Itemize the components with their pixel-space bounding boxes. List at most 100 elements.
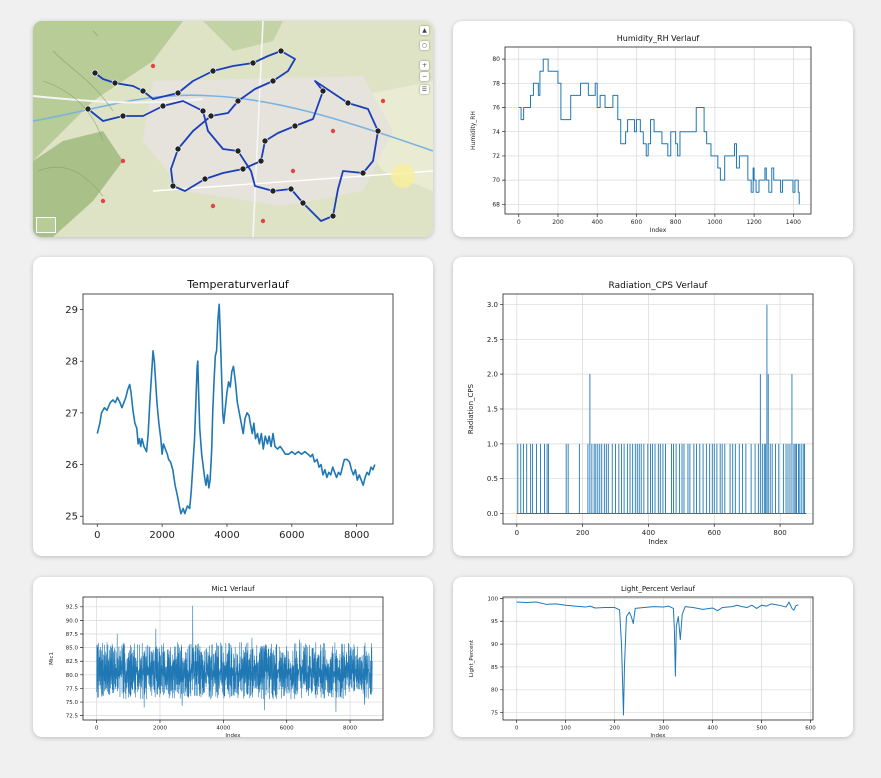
x-tick-label: 4000 (216, 726, 230, 732)
y-tick-label: 70 (492, 177, 500, 184)
y-tick-label: 3.0 (487, 301, 498, 309)
route-map[interactable] (33, 21, 433, 237)
radiation-chart: 0 200 400 600 800 0.0 0.5 1.0 1.5 2.0 2.5 3.0 Radiat… (467, 281, 814, 546)
x-tick-label: 800 (773, 529, 786, 537)
x-tick-label: 400 (591, 219, 603, 226)
y-tick-label: 90 (491, 642, 498, 648)
route-line (87, 50, 379, 222)
y-tick-label: 100 (488, 596, 499, 602)
x-tick-label: 1400 (786, 219, 801, 226)
y-tick-label: 68 (492, 201, 500, 208)
temperature-card: 0 2000 4000 6000 8000 25 26 27 28 29 Temperaturver… (33, 257, 433, 556)
mic-chart: 0 2000 4000 6000 8000 72.5 75.0 77.5 80.0 82.5 85.… (49, 585, 384, 737)
y-tick-label: 72.5 (66, 714, 79, 720)
light-card: 0 100 200 300 400 500 600 75 80 85 90 95 100 Light_Pe… (453, 577, 853, 737)
x-tick-label: 8000 (343, 726, 357, 732)
x-tick-label: 800 (670, 219, 682, 226)
y-tick-label: 25 (65, 512, 78, 523)
y-tick-label: 85.0 (66, 646, 79, 652)
x-tick-label: 500 (756, 726, 767, 732)
radiation-card: 0 200 400 600 800 0.0 0.5 1.0 1.5 2.0 2.5 3.0 Radiat… (453, 257, 853, 556)
y-tick-label: 74 (492, 129, 500, 136)
locate-icon[interactable]: ○ (420, 41, 429, 50)
x-tick-label: 0 (517, 219, 521, 226)
x-tick-label: 200 (552, 219, 564, 226)
chart-title: Mic1 Verlauf (211, 585, 255, 593)
layers-icon[interactable]: ☰ (420, 85, 429, 94)
y-tick-label: 0.0 (487, 510, 498, 518)
y-tick-label: 1.5 (487, 405, 498, 413)
map-card: ▲ ○ + − ☰ (33, 21, 433, 237)
mic-card: 0 2000 4000 6000 8000 72.5 75.0 77.5 80.0 82.5 85.… (33, 577, 433, 737)
y-tick-label: 80 (492, 56, 500, 63)
y-tick-label: 80 (491, 688, 498, 694)
y-tick-label: 87.5 (66, 632, 79, 638)
x-tick-label: 200 (576, 529, 589, 537)
plot-frame (504, 46, 812, 215)
y-tick-label: 76 (492, 105, 500, 112)
y-tick-label: 80.0 (66, 673, 79, 679)
zoom-out-icon[interactable]: − (420, 72, 429, 81)
y-tick-label: 82.5 (66, 659, 79, 665)
x-tick-label: 8000 (344, 530, 369, 541)
light-series-line (516, 601, 799, 716)
x-tick-label: 300 (658, 726, 669, 732)
plot-frame (82, 293, 394, 525)
y-tick-label: 90.0 (66, 618, 79, 624)
humidity-series-line (518, 58, 800, 205)
x-axis-label: Index (650, 227, 667, 234)
y-tick-label: 1.0 (487, 440, 498, 448)
chart-title: Humidity_RH Verlauf (617, 34, 700, 43)
x-tick-label: 0 (515, 529, 519, 537)
x-tick-label: 600 (805, 726, 816, 732)
x-tick-label: 200 (609, 726, 620, 732)
chart-title: Temperaturverlauf (186, 278, 290, 291)
y-axis-label: Light_Percent (469, 639, 475, 677)
x-tick-label: 600 (631, 219, 643, 226)
x-tick-label: 1000 (707, 219, 722, 226)
x-tick-label: 6000 (280, 726, 294, 732)
y-tick-label: 26 (65, 460, 78, 471)
x-tick-label: 400 (707, 726, 718, 732)
x-tick-label: 0 (94, 530, 100, 541)
plot-frame (502, 596, 814, 721)
y-tick-label: 78 (492, 80, 500, 87)
y-tick-label: 92.5 (66, 605, 79, 611)
zoom-in-icon[interactable]: + (420, 61, 429, 70)
y-tick-label: 75.0 (66, 700, 79, 706)
y-axis-label: Mic1 (49, 652, 55, 665)
y-tick-label: 95 (491, 619, 498, 625)
plot-frame (82, 596, 384, 721)
humidity-card: 0 200 400 600 800 1000 1200 1400 68 70 72 74 76 78 80 H… (453, 21, 853, 237)
y-tick-label: 72 (492, 153, 500, 160)
x-tick-label: 0 (95, 726, 99, 732)
y-tick-label: 28 (65, 357, 78, 368)
minimap-thumbnail[interactable] (36, 217, 56, 233)
x-tick-label: 2000 (149, 530, 174, 541)
compass-icon[interactable]: ▲ (420, 26, 429, 35)
x-tick-label: 0 (515, 726, 519, 732)
x-tick-label: 1200 (746, 219, 761, 226)
light-chart: 0 100 200 300 400 500 600 75 80 85 90 95 100 Light_Pe… (469, 585, 816, 737)
humidity-chart: 0 200 400 600 800 1000 1200 1400 68 70 72 74 76 78 80 H… (470, 34, 812, 234)
y-tick-label: 29 (65, 305, 78, 316)
x-tick-label: 100 (560, 726, 571, 732)
x-tick-label: 600 (708, 529, 721, 537)
x-tick-label: 2000 (153, 726, 167, 732)
x-tick-label: 4000 (214, 530, 239, 541)
y-tick-label: 75 (491, 711, 498, 717)
y-axis-label: Radiation_CPS (467, 383, 475, 434)
x-tick-label: 6000 (279, 530, 304, 541)
y-tick-label: 0.5 (487, 475, 498, 483)
mic-series-line (96, 605, 373, 712)
y-tick-label: 27 (65, 408, 78, 419)
x-tick-label: 400 (642, 529, 655, 537)
y-axis-label: Humidity_RH (470, 111, 477, 150)
y-tick-label: 2.0 (487, 371, 498, 379)
temperature-series-line (96, 303, 376, 515)
chart-title: Light_Percent Verlauf (621, 585, 696, 593)
x-axis-label: Index (650, 733, 666, 737)
x-axis-label: Index (225, 733, 241, 737)
y-tick-label: 2.5 (487, 336, 498, 344)
y-tick-label: 85 (491, 665, 498, 671)
